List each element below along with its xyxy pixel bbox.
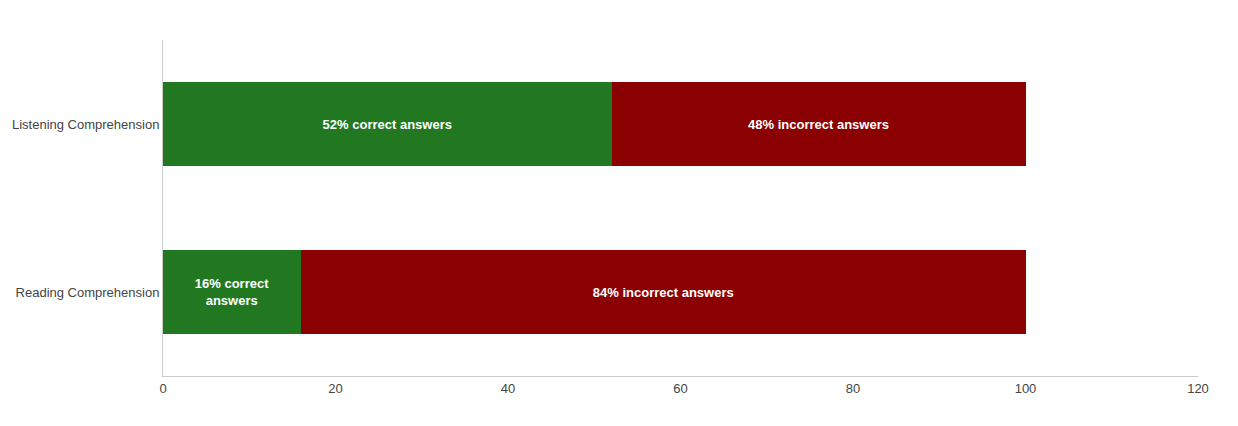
svg-text:80: 80 — [846, 381, 860, 396]
svg-text:48% incorrect answers: 48% incorrect answers — [748, 117, 889, 132]
svg-text:120: 120 — [1187, 381, 1209, 396]
svg-text:52% correct answers: 52% correct answers — [323, 117, 452, 132]
svg-text:100: 100 — [1015, 381, 1037, 396]
svg-text:20: 20 — [328, 381, 342, 396]
svg-text:84% incorrect answers: 84% incorrect answers — [593, 285, 734, 300]
svg-text:40: 40 — [501, 381, 515, 396]
svg-text:60: 60 — [673, 381, 687, 396]
svg-text:0: 0 — [159, 381, 166, 396]
svg-text:Reading Comprehension: Reading Comprehension — [16, 285, 160, 300]
svg-text:16% correctanswers: 16% correctanswers — [195, 276, 269, 308]
svg-text:Listening Comprehension: Listening Comprehension — [12, 117, 159, 132]
